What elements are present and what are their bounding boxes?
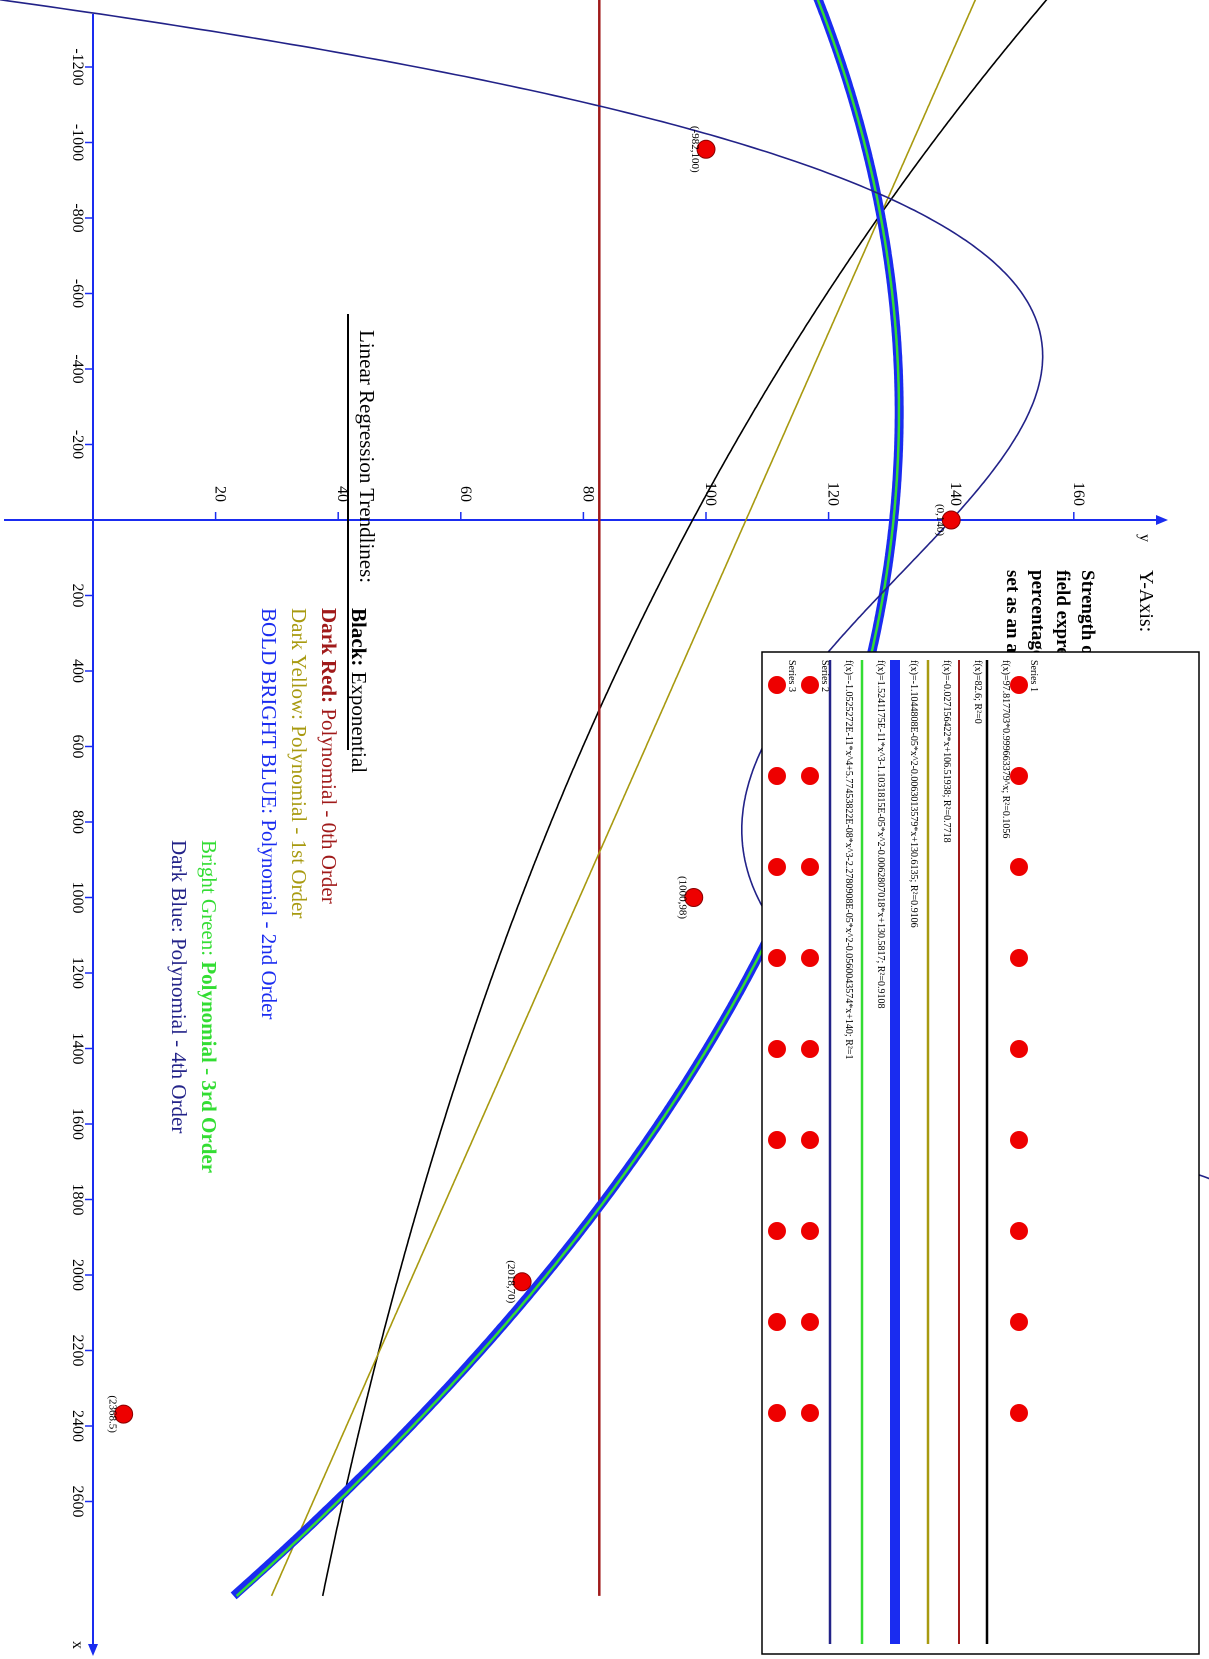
x-tick-label: -800 [69,203,86,232]
trendline-exponential [321,0,1048,1597]
y-tick-label: 20 [212,486,229,502]
legend-marker [768,676,786,694]
data-point-label: (0,140) [934,504,946,536]
data-point-label: (2368.5) [107,1395,119,1433]
legend-marker [768,1040,786,1058]
legend-marker [768,1404,786,1422]
x-tick-label: 200 [69,584,86,608]
legend-marker [801,858,819,876]
legend-marker [1010,767,1028,785]
legend-marker [801,1404,819,1422]
data-point-label: (2018,70) [505,1260,517,1303]
legend-marker [1010,1131,1028,1149]
data-point [696,139,716,159]
axes: -1200 -1000 -800 -600 -400 -200 200 400 600 800 10… [4,14,1168,1656]
legend-marker [768,767,786,785]
x-tick-label: -400 [69,354,86,383]
data-point [941,510,961,530]
legend-marker [801,1222,819,1240]
legend-equation: f(x)=-1.0525272E-11*x^4+5.77453822E-08*x… [843,660,854,1060]
legend-frame [761,651,1200,1655]
trendline-poly1 [270,0,977,1597]
key-poly2: BOLD BRIGHT BLUE: Polynomial - 2nd Order [257,608,281,1019]
x-tick-label: 600 [69,735,86,759]
data-point [684,888,704,907]
key-poly4: Dark Blue: Polynomial - 4th Order [167,840,191,1133]
y-tick-label: 60 [457,486,474,502]
y-axis-arrow [1156,515,1168,525]
legend-series-label: Series 1 [1028,660,1039,692]
y-axis-label: y [1136,534,1153,542]
y-tick-label: 80 [579,486,596,502]
legend-marker [801,676,819,694]
x-tick-label: 800 [69,810,86,834]
legend-marker [768,1313,786,1331]
legend-marker [768,949,786,967]
trendlines-title-group: Linear Regression Trendlines: [347,314,379,750]
legend-marker [1010,1404,1028,1422]
x-tick-label: 400 [69,659,86,683]
legend-marker [801,949,819,967]
data-point [512,1272,532,1292]
legend-marker [1010,1040,1028,1058]
y-tick-label: 120 [825,482,842,506]
x-tick-label: -600 [69,279,86,308]
data-point-label: (1000,98) [677,876,689,919]
x-tick-label: -200 [69,430,86,459]
legend-marker [1010,1313,1028,1331]
legend-series-label: Series 3 [786,660,797,692]
x-tick-label: -1000 [69,124,86,161]
legend-marker [768,1222,786,1240]
legend-equation: f(x)=-0.027156422*x+106.51938; R²=0.7718 [941,660,952,843]
legend-series-label: Series 2 [819,660,830,692]
legend-equation: f(x)=82.6; R²=0 [972,660,983,724]
y-tick-label: 100 [702,482,719,506]
x-tick-label: 2200 [69,1335,86,1367]
key-poly0: Dark Red: Polynomial - 0th Order [317,608,341,904]
data-points: (-982,100) (0,140) (1000,98) (2018,70) (2368… [107,126,961,1433]
legend-marker [801,1040,819,1058]
legend-marker [768,1131,786,1149]
x-tick-label: 1600 [69,1108,86,1140]
x-tick-label: 2000 [69,1259,86,1291]
color-key: Black: Exponential Dark Red: Polynomial … [167,608,371,1173]
x-tick-label: -1200 [69,48,86,85]
x-tick-label: 2600 [69,1486,86,1518]
legend-equation: f(x)=1.5241175E-11*x^3-1.1031815E-05*x^2… [875,660,886,1009]
legend-marker [801,1313,819,1331]
legend-marker [1010,676,1028,694]
legend-equation: f(x)=97.817703*0.999663379^x; R²=0.1056 [1000,660,1011,838]
legend-marker [801,1131,819,1149]
x-axis-arrow [88,1644,98,1656]
legend-marker [801,767,819,785]
data-point [114,1404,134,1424]
x-tick-label: 1400 [69,1033,86,1065]
data-point-label: (-982,100) [689,126,701,173]
y-tick-label: 140 [947,482,964,506]
x-tick-label: 1200 [69,957,86,989]
key-poly1: Dark Yellow: Polynomial - 1st Order [287,608,311,918]
legend-marker [768,858,786,876]
y-tick-label: 40 [334,486,351,502]
y-tick-label: 160 [1070,482,1087,506]
x-tick-label: 1000 [69,882,86,914]
y-axis-title: Y-Axis: [1135,570,1157,632]
legend-marker [1010,858,1028,876]
key-exponential: Black: Exponential [347,608,371,773]
trendlines-title: Linear Regression Trendlines: [355,330,379,583]
legend-marker [1010,1222,1028,1240]
x-tick-label: 2400 [69,1410,86,1442]
key-poly3: Bright Green: Polynomial - 3rd Order [197,840,221,1173]
x-tick-label: 1800 [69,1184,86,1216]
legend-marker [1010,949,1028,967]
legend: Series 1 f(x)=97.817703*0.999663379^x; R²… [761,651,1200,1655]
x-axis-label: x [69,1641,86,1649]
legend-equation: f(x)=-1.1044808E-05*x^2-0.0063013579*x+1… [908,660,919,928]
